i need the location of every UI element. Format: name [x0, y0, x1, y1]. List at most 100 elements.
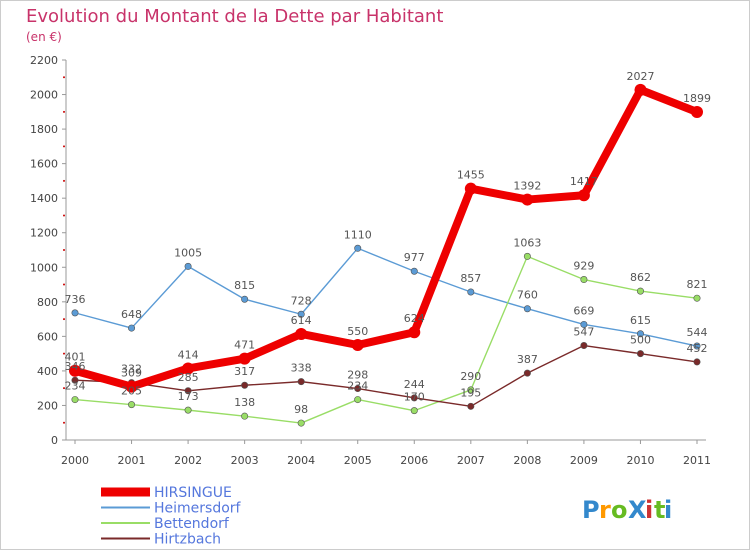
legend-label-bettendorf: Bettendorf: [154, 516, 230, 532]
data-label-hirtzbach: 338: [291, 362, 312, 375]
data-point-bettendorf: [354, 396, 362, 404]
data-point-hirtzbach: [580, 342, 588, 350]
data-point-heimersdorf: [71, 309, 79, 317]
y-tick-label: 0: [51, 434, 58, 447]
data-label-hirtzbach: 332: [121, 363, 142, 376]
y-minor-tick: [63, 387, 65, 390]
data-point-hirtzbach: [410, 394, 418, 402]
data-label-bettendorf: 821: [687, 278, 708, 291]
data-point-heimersdorf: [467, 288, 475, 296]
data-point-hirtzbach: [693, 358, 701, 366]
data-point-heimersdorf: [693, 342, 701, 350]
data-point-hirsingue: [577, 189, 590, 202]
data-point-bettendorf: [636, 287, 644, 295]
data-label-heimersdorf: 1110: [344, 228, 372, 241]
legend-label-hirsingue: HIRSINGUE: [154, 485, 232, 501]
y-tick-label: 1400: [30, 192, 58, 205]
data-label-bettendorf: 138: [234, 396, 255, 409]
data-label-hirsingue: 309: [121, 367, 142, 380]
data-point-hirtzbach: [354, 385, 362, 393]
data-label-hirsingue: 614: [291, 314, 312, 327]
data-label-heimersdorf: 615: [630, 314, 651, 327]
y-minor-tick: [63, 249, 65, 251]
data-point-heimersdorf: [523, 305, 531, 313]
y-tick-label: 2200: [30, 54, 58, 67]
logo-letter: i: [645, 496, 653, 524]
x-tick-label: 2011: [683, 454, 711, 467]
data-label-heimersdorf: 1005: [174, 246, 202, 259]
y-tick-label: 800: [37, 296, 58, 309]
x-tick-label: 2010: [626, 454, 654, 467]
x-tick-label: 2004: [287, 454, 315, 467]
y-minor-tick: [63, 421, 65, 424]
data-label-bettendorf: 173: [178, 390, 199, 403]
data-label-bettendorf: 929: [573, 260, 594, 273]
series-hirsingue: [69, 83, 703, 393]
x-tick-label: 2003: [231, 454, 259, 467]
data-point-hirtzbach: [297, 378, 305, 386]
data-label-hirtzbach: 244: [404, 378, 425, 391]
data-point-hirsingue: [125, 380, 138, 393]
data-label-hirtzbach: 285: [178, 371, 199, 384]
data-point-bettendorf: [71, 396, 79, 404]
y-tick-label: 1800: [30, 123, 58, 136]
x-tick-label: 2001: [118, 454, 146, 467]
data-label-hirsingue: 414: [178, 348, 199, 361]
series-line-heimersdorf: [74, 247, 698, 347]
data-label-bettendorf: 98: [294, 403, 308, 416]
data-point-hirsingue: [408, 326, 421, 339]
data-point-hirsingue: [634, 83, 647, 96]
y-tick-label: 1600: [30, 158, 58, 171]
data-label-hirsingue: 1417: [570, 175, 598, 188]
data-point-bettendorf: [184, 406, 192, 414]
data-point-heimersdorf: [128, 324, 136, 332]
x-tick-label: 2007: [457, 454, 485, 467]
data-label-hirtzbach: 387: [517, 353, 538, 366]
data-point-heimersdorf: [580, 320, 588, 328]
y-tick-label: 600: [37, 330, 58, 343]
data-point-hirsingue: [521, 193, 534, 206]
data-point-heimersdorf: [184, 262, 192, 270]
data-label-heimersdorf: 760: [517, 289, 538, 302]
y-minor-tick: [63, 76, 65, 79]
data-label-bettendorf: 1063: [513, 236, 541, 249]
series-bettendorf: [71, 252, 701, 427]
data-label-hirsingue: 2027: [626, 70, 654, 83]
legend-label-hirtzbach: Hirtzbach: [154, 532, 221, 548]
logo-letter: P: [582, 496, 600, 524]
y-tick-label: 1000: [30, 261, 58, 274]
data-label-hirsingue: 401: [65, 351, 86, 364]
data-label-bettendorf: 290: [460, 370, 481, 383]
data-label-hirtzbach: 452: [687, 342, 708, 355]
data-point-bettendorf: [580, 276, 588, 284]
data-label-hirsingue: 550: [347, 325, 368, 338]
data-label-heimersdorf: 669: [573, 304, 594, 317]
data-point-hirsingue: [691, 105, 703, 118]
chart-subtitle: (en €): [26, 30, 62, 44]
data-labels: 736 648 1005 815 728 1110 977 857 760 669 615 544 23…: [65, 70, 712, 416]
data-point-heimersdorf: [297, 310, 305, 318]
data-point-hirtzbach: [184, 387, 192, 395]
data-point-hirtzbach: [241, 381, 249, 389]
data-label-bettendorf: 170: [404, 391, 425, 404]
data-label-hirsingue: 471: [234, 339, 255, 352]
y-minor-tick: [63, 214, 65, 217]
data-point-hirtzbach: [523, 369, 531, 377]
y-minor-tick: [63, 145, 65, 148]
data-point-heimersdorf: [241, 295, 249, 303]
data-point-hirsingue: [182, 362, 195, 375]
y-tick-label: 2000: [30, 89, 58, 102]
data-label-heimersdorf: 544: [687, 326, 708, 339]
data-point-bettendorf: [241, 412, 249, 420]
logo-letter: o: [611, 496, 628, 524]
y-tick-label: 1200: [30, 227, 58, 240]
data-point-hirsingue: [295, 327, 308, 340]
data-label-hirsingue: 1899: [683, 92, 711, 105]
x-tick-label: 2006: [400, 454, 428, 467]
series-heimersdorf: [71, 244, 701, 350]
data-point-heimersdorf: [636, 330, 644, 338]
y-minor-tick: [63, 283, 65, 286]
data-point-heimersdorf: [354, 244, 362, 252]
